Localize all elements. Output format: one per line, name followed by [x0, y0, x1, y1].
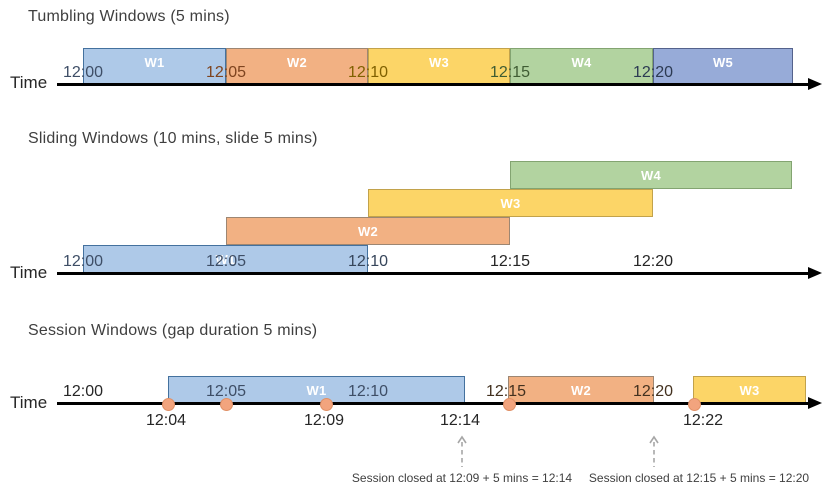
event-dot	[319, 397, 333, 411]
tick-label-session: 12:10	[347, 383, 389, 400]
timeline-axis-session	[57, 402, 810, 405]
window-bar-tumbling-w4: W4	[510, 48, 653, 84]
window-bar-label: W3	[500, 195, 521, 211]
event-dot	[502, 397, 516, 411]
time-axis-label-sliding: Time	[10, 263, 48, 282]
window-bar-sliding-w3: W3	[368, 189, 653, 217]
window-bar-label: W3	[739, 382, 760, 398]
tick-label-session: 12:00	[62, 383, 104, 400]
window-bar-sliding-w2: W2	[226, 217, 510, 245]
tick-label-tumbling: 12:05	[205, 64, 247, 81]
tick-label-tumbling: 12:15	[489, 64, 531, 81]
session-close-annotation: Session closed at 12:09 + 5 mins = 12:14	[351, 471, 573, 485]
window-bar-session-w3: W3	[693, 376, 806, 404]
dashed-up-arrow-icon	[456, 435, 468, 473]
window-bar-session-w1: W1	[168, 376, 465, 404]
sliding-windows-title: Sliding Windows (10 mins, slide 5 mins)	[28, 130, 318, 147]
event-time-label: 12:04	[145, 412, 187, 429]
event-time-label: 12:22	[682, 412, 724, 429]
time-axis-label-tumbling: Time	[10, 73, 48, 92]
tick-label-tumbling: 12:00	[62, 64, 104, 81]
tick-label-sliding: 12:15	[489, 253, 531, 270]
window-bar-label: W2	[570, 382, 592, 398]
window-bar-tumbling-w1: W1	[83, 48, 226, 84]
tick-label-tumbling: 12:20	[632, 64, 674, 81]
event-dot	[219, 397, 233, 411]
session-windows-title: Session Windows (gap duration 5 mins)	[28, 322, 318, 339]
axis-arrowhead-icon	[808, 397, 822, 409]
window-bar-label: W1	[144, 55, 165, 70]
window-bar-label: W1	[306, 382, 327, 398]
tick-label-session: 12:20	[632, 383, 674, 400]
dashed-up-arrow-icon	[648, 435, 660, 473]
window-bar-label: W2	[357, 223, 379, 239]
session-close-annotation: Session closed at 12:15 + 5 mins = 12:20	[588, 471, 810, 485]
window-bar-sliding-w4: W4	[510, 161, 792, 189]
window-bar-label: W4	[640, 167, 662, 183]
event-dot	[161, 397, 175, 411]
tick-label-sliding: 12:10	[347, 253, 389, 270]
tick-label-session: 12:05	[205, 383, 247, 400]
timeline-axis-sliding	[57, 272, 810, 275]
window-bar-tumbling-w3: W3	[368, 48, 510, 84]
window-bar-label: W3	[428, 55, 450, 70]
tick-label-tumbling: 12:10	[347, 64, 389, 81]
tick-label-sliding: 12:00	[62, 253, 104, 270]
tick-label-sliding: 12:20	[632, 253, 674, 270]
window-bar-label: W2	[286, 55, 308, 70]
window-bar-tumbling-w5: W5	[653, 48, 793, 84]
axis-arrowhead-icon	[808, 78, 822, 90]
event-time-label: 12:09	[303, 412, 345, 429]
window-bar-label: W4	[571, 55, 592, 70]
time-axis-label-session: Time	[10, 393, 48, 412]
timeline-axis-tumbling	[57, 83, 810, 86]
window-bar-label: W5	[712, 55, 734, 70]
window-bar-label: W1	[215, 251, 236, 267]
tick-label-sliding: 12:05	[205, 253, 247, 270]
event-time-label: 12:14	[439, 412, 481, 429]
event-dot	[687, 397, 701, 411]
axis-arrowhead-icon	[808, 267, 822, 279]
tick-label-session: 12:15	[485, 383, 527, 400]
tumbling-windows-title: Tumbling Windows (5 mins)	[28, 8, 230, 25]
window-bar-tumbling-w2: W2	[226, 48, 368, 84]
